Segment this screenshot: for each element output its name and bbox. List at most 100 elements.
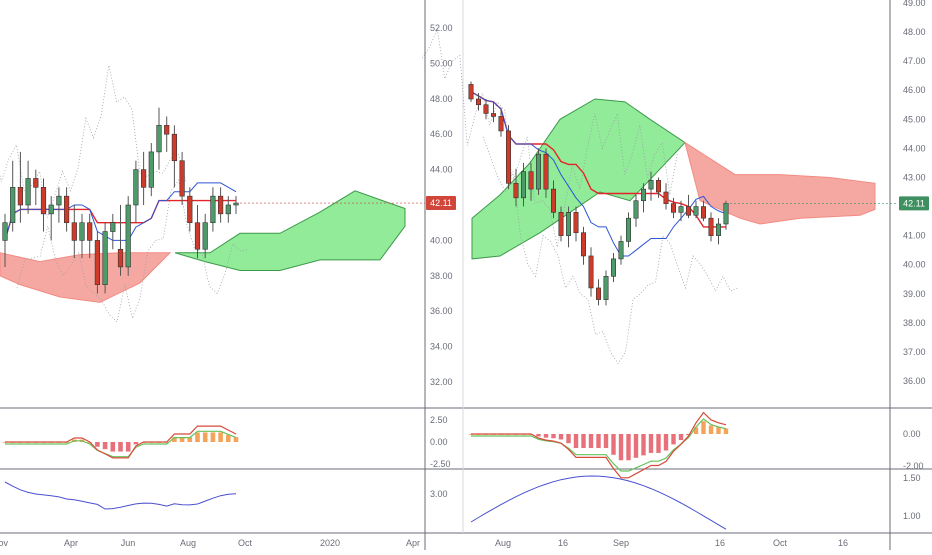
price-tick-label: 38.00 — [903, 318, 926, 328]
macd-tick-label: 0.00 — [903, 429, 921, 439]
candle-bearish — [94, 240, 100, 285]
macd-histogram-bar — [648, 434, 654, 453]
indicator-tick-label: 1.00 — [903, 511, 921, 521]
candle-bullish — [648, 180, 654, 190]
price-tick-label: 32.00 — [430, 377, 453, 387]
macd-histogram-bar — [133, 442, 139, 445]
candle-bullish — [79, 222, 85, 241]
candle-bullish — [102, 231, 108, 285]
candle-bearish — [543, 153, 549, 190]
macd-histogram-bar — [603, 434, 609, 449]
candle-bearish — [685, 206, 691, 216]
candle-bullish — [110, 222, 116, 232]
time-tick-label: Apr — [64, 538, 78, 548]
macd-histogram-bar — [693, 427, 699, 434]
candle-bearish — [663, 191, 669, 204]
candle-bullish — [210, 195, 216, 223]
macd-histogram-bar — [641, 434, 646, 456]
chikou-span-line — [0, 65, 187, 218]
candle-bearish — [87, 222, 93, 241]
price-tick-label: 40.00 — [903, 260, 926, 270]
price-tick-label: 34.00 — [430, 342, 453, 352]
candle-bearish — [558, 212, 564, 236]
candle-bearish — [700, 206, 706, 219]
macd-histogram-bar — [202, 432, 208, 442]
price-tick-label: 36.00 — [430, 306, 453, 316]
candle-bullish — [693, 206, 699, 216]
macd-histogram-bar — [558, 434, 564, 440]
tenkan-sen-line — [470, 91, 727, 257]
candle-bearish — [475, 98, 481, 106]
candle-bullish — [156, 125, 162, 153]
macd-histogram-bar — [179, 437, 185, 442]
macd-histogram-bar — [716, 427, 721, 434]
candle-bearish — [595, 287, 601, 300]
macd-histogram-bar — [218, 432, 223, 442]
macd-histogram-bar — [626, 434, 631, 461]
candle-bullish — [25, 178, 31, 206]
kumo-bearish — [684, 141, 876, 225]
candle-bearish — [573, 212, 579, 234]
candle-bearish — [71, 222, 77, 241]
macd-histogram-bar — [633, 434, 639, 458]
macd-histogram-bar — [723, 428, 729, 434]
price-tick-label: 37.00 — [903, 347, 926, 357]
macd-tick-label: -2.50 — [430, 459, 451, 469]
price-tick-label: 44.00 — [430, 165, 453, 175]
macd-histogram-bar — [536, 434, 541, 437]
macd-tick-label: 0.00 — [430, 437, 448, 447]
candle-bullish — [715, 223, 721, 236]
candle-bearish — [64, 195, 70, 223]
macd-histogram-bar — [210, 432, 216, 442]
price-tick-label: 50.00 — [430, 58, 453, 68]
macd-histogram-bar — [678, 434, 684, 441]
candle-bullish — [2, 222, 8, 241]
indicator-line — [4, 481, 237, 510]
time-tick-label: Aug — [180, 538, 196, 548]
current-price-label: 42.11 — [430, 198, 452, 208]
macd-histogram-bar — [187, 437, 193, 442]
candle-bearish — [187, 195, 193, 223]
candle-bearish — [550, 188, 556, 213]
time-tick-label: Sep — [613, 538, 629, 548]
macd-histogram-bar — [588, 434, 594, 449]
price-tick-label: 46.00 — [430, 129, 453, 139]
macd-histogram-bar — [663, 434, 669, 451]
candle-bearish — [483, 104, 489, 114]
candle-bearish — [164, 125, 170, 135]
macd-histogram-bar — [172, 437, 177, 442]
candle-bullish — [678, 206, 684, 213]
macd-histogram-bar — [686, 434, 691, 436]
macd-histogram-bar — [543, 434, 549, 438]
macd-histogram-bar — [195, 432, 200, 442]
candle-bullish — [225, 204, 231, 215]
macd-histogram-bar — [581, 434, 586, 449]
indicator-tick-label: 3.00 — [430, 489, 448, 499]
candle-bearish — [505, 130, 511, 184]
price-tick-label: 49.00 — [903, 0, 926, 8]
candle-bearish — [117, 248, 124, 268]
price-tick-label: 40.00 — [430, 235, 453, 245]
candle-bullish — [633, 200, 639, 219]
macd-line — [471, 411, 727, 479]
price-tick-label: 38.00 — [430, 271, 453, 281]
candle-bearish — [580, 232, 586, 257]
price-tick-label: 41.00 — [903, 231, 926, 241]
candle-bearish — [17, 187, 24, 206]
price-tick-label: 52.00 — [430, 23, 453, 33]
candle-bullish — [723, 203, 729, 225]
time-tick-label: Apr — [406, 538, 420, 548]
candle-bullish — [610, 258, 616, 277]
candle-bearish — [468, 84, 474, 100]
candle-bullish — [202, 222, 208, 250]
macd-histogram-bar — [110, 442, 116, 452]
time-tick-label: Jun — [121, 538, 136, 548]
current-price-label: 42.11 — [903, 198, 925, 208]
macd-histogram-bar — [118, 442, 123, 452]
price-tick-label: 48.00 — [903, 27, 926, 37]
macd-tick-label: 2.50 — [430, 415, 448, 425]
time-tick-label: 16 — [558, 538, 568, 548]
kumo-bullish — [471, 98, 686, 260]
candle-bullish — [618, 241, 624, 260]
